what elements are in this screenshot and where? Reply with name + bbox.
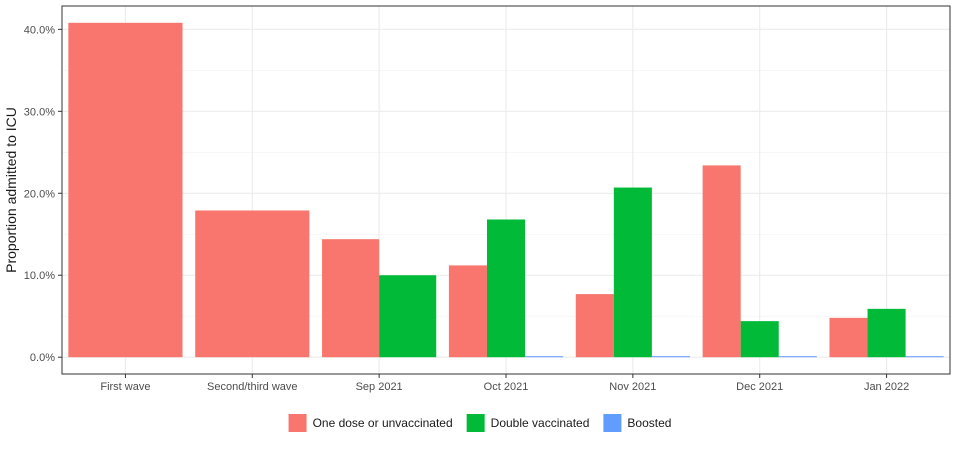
bars-layer [68, 22, 944, 358]
x-tick-label: Oct 2021 [484, 381, 529, 393]
legend-item-one-dose-or-unvaccinated: One dose or unvaccinated [288, 414, 453, 432]
bar-one-dose-or-unvaccinated-oct-2021 [448, 265, 487, 358]
legend-item-boosted: Boosted [603, 414, 671, 432]
y-tick-label: 20.0% [24, 188, 55, 200]
bar-boosted-oct-2021 [525, 356, 564, 358]
x-tick-label: Second/third wave [207, 381, 298, 393]
y-tick-label: 0.0% [30, 352, 55, 364]
y-tick-label: 30.0% [24, 106, 55, 118]
bar-boosted-nov-2021 [651, 356, 690, 358]
bar-one-dose-or-unvaccinated-dec-2021 [702, 165, 741, 358]
bar-boosted-dec-2021 [778, 356, 817, 358]
legend-key-one-dose-or-unvaccinated [288, 414, 307, 432]
bar-one-dose-or-unvaccinated-nov-2021 [575, 294, 614, 358]
bar-one-dose-or-unvaccinated-sep-2021 [322, 239, 380, 358]
legend: One dose or unvaccinated Double vaccinate… [288, 414, 671, 432]
bar-boosted-jan-2022 [905, 356, 944, 358]
legend-key-double-vaccinated [466, 414, 485, 432]
y-axis: 0.0% 10.0% 20.0% 30.0% 40.0% [24, 24, 62, 364]
y-tick-label: 40.0% [24, 24, 55, 36]
legend-key-boosted [603, 414, 622, 432]
bar-double-vaccinated-nov-2021 [613, 187, 652, 358]
legend-label-one-dose-or-unvaccinated: One dose or unvaccinated [313, 416, 453, 430]
bar-double-vaccinated-dec-2021 [740, 321, 779, 358]
x-tick-label: Jan 2022 [864, 381, 909, 393]
y-axis-title: Proportion admitted to ICU [3, 107, 19, 273]
legend-label-double-vaccinated: Double vaccinated [491, 416, 590, 430]
bar-double-vaccinated-jan-2022 [867, 308, 906, 358]
bar-double-vaccinated-sep-2021 [379, 275, 437, 358]
bar-one-dose-or-unvaccinated-first-wave [68, 22, 183, 358]
legend-item-double-vaccinated: Double vaccinated [466, 414, 590, 432]
x-tick-label: Nov 2021 [609, 381, 656, 393]
bar-one-dose-or-unvaccinated-jan-2022 [829, 317, 868, 358]
x-tick-label: Dec 2021 [736, 381, 783, 393]
y-tick-label: 10.0% [24, 270, 55, 282]
x-tick-label: Sep 2021 [356, 381, 403, 393]
legend-label-boosted: Boosted [627, 416, 671, 430]
x-axis: First wave Second/third wave Sep 2021 Oct 2… [100, 374, 909, 393]
bar-double-vaccinated-oct-2021 [486, 219, 526, 358]
x-tick-label: First wave [100, 381, 150, 393]
bar-one-dose-or-unvaccinated-second-third-wave [195, 210, 310, 358]
